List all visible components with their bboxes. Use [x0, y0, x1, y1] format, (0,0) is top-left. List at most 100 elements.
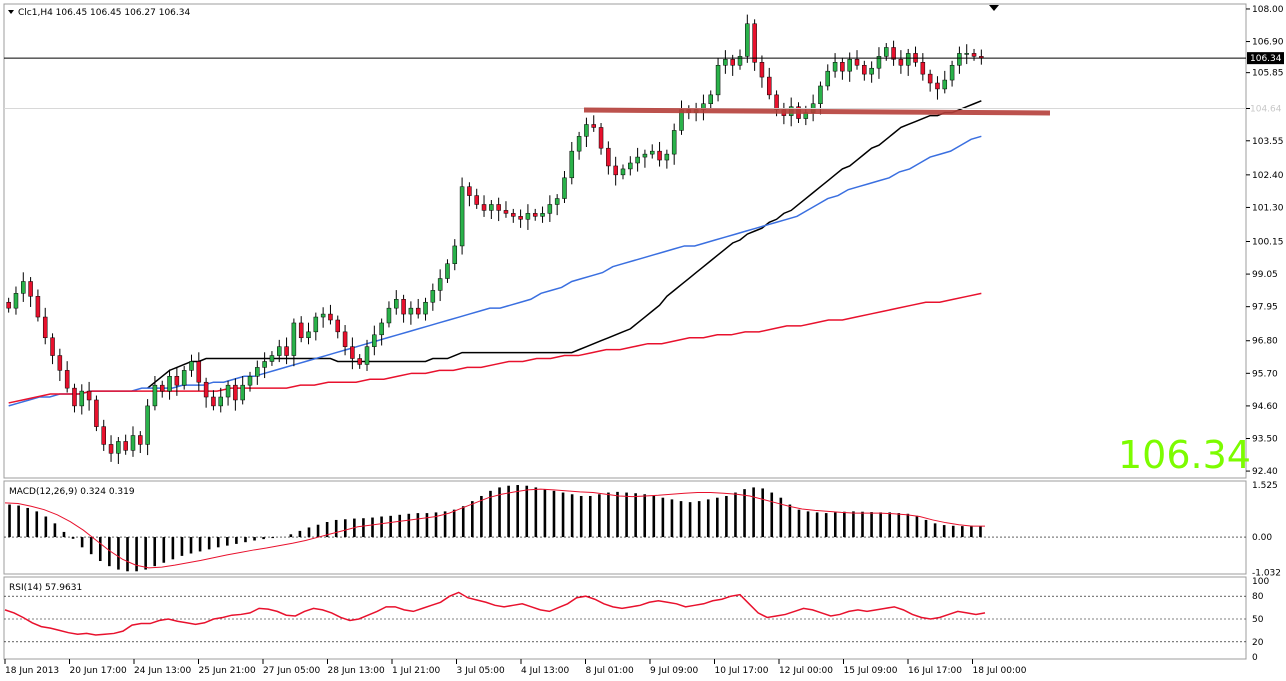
candle [898, 50, 904, 74]
macd-bar [861, 511, 864, 538]
macd-bar [906, 513, 910, 538]
candle [101, 419, 106, 451]
candle [942, 70, 948, 94]
macd-bar [489, 490, 492, 538]
macd-tick-label: 1.525 [1252, 481, 1278, 491]
candle [459, 177, 465, 255]
x-tick-label: 3 Jul 05:00 [457, 666, 506, 676]
candle [664, 149, 670, 169]
rsi-indicator: 100 80 50 20 0 [4, 577, 1269, 663]
candle [445, 259, 450, 283]
macd-bar [770, 492, 774, 538]
candle [964, 44, 969, 65]
macd-bar [552, 490, 556, 538]
candle [547, 195, 553, 222]
candle [525, 204, 531, 230]
candle [247, 371, 253, 392]
candle [540, 206, 545, 223]
candle [218, 387, 223, 413]
macd-bar [498, 487, 501, 538]
x-tick-label: 16 Jul 17:00 [908, 666, 962, 676]
candle [174, 367, 180, 396]
macd-bar [843, 511, 846, 538]
macd-bar [543, 489, 547, 538]
macd-bar [44, 516, 48, 538]
candle [891, 40, 896, 66]
shift-marker-icon[interactable] [989, 5, 999, 11]
y-tick-label: 106.90 [1252, 38, 1284, 48]
macd-bar [71, 537, 75, 539]
macd-bar [325, 521, 329, 538]
macd-bar [815, 512, 819, 538]
macd-bar [661, 497, 665, 538]
macd-bar [216, 537, 220, 548]
candle [613, 156, 618, 186]
candle [840, 57, 845, 80]
price-y-axis: 108.00 106.90 105.85 103.55 102.40 101.30 100.… [1246, 5, 1284, 477]
candle [598, 123, 604, 155]
macd-bar [561, 492, 565, 538]
macd-bar [162, 537, 166, 563]
candle [927, 69, 933, 92]
candle [511, 208, 516, 223]
candle [86, 381, 92, 411]
macd-bar [598, 494, 601, 538]
candle [532, 208, 538, 221]
macd-bar [389, 515, 392, 538]
candle [298, 316, 304, 343]
candle [108, 435, 114, 462]
x-tick-label: 12 Jul 00:00 [779, 666, 833, 676]
macd-bar [625, 492, 628, 538]
candle [211, 390, 216, 411]
candle [379, 318, 384, 346]
macd-bar [634, 493, 637, 538]
x-tick-label: 10 Jul 17:00 [715, 666, 769, 676]
macd-bar [761, 488, 764, 538]
macd-bar [461, 506, 465, 538]
candle [189, 354, 194, 377]
macd-bar [888, 512, 892, 538]
rsi-panel [3, 576, 1247, 660]
y-tick-label: 102.40 [1252, 171, 1284, 181]
macd-bar [244, 537, 247, 543]
symbol-dropdown-icon[interactable] [8, 10, 14, 14]
macd-bar [180, 537, 184, 556]
candle [905, 48, 911, 76]
candle [196, 352, 202, 391]
macd-bar [371, 517, 374, 538]
candle [138, 431, 143, 454]
macd-bar [670, 499, 674, 538]
candle [28, 277, 33, 307]
macd-tick-label: 0.00 [1252, 533, 1272, 543]
candle [415, 298, 421, 319]
candle [320, 307, 326, 328]
candle [481, 195, 487, 217]
macd-bar [942, 525, 946, 538]
macd-bar [298, 530, 302, 538]
x-tick-label: 1 Jul 21:00 [392, 666, 441, 676]
macd-bar [235, 537, 238, 544]
rsi-line [4, 591, 986, 636]
macd-bar [833, 512, 837, 538]
candle [79, 384, 85, 415]
candle [949, 60, 955, 87]
macd-bar [89, 537, 93, 555]
macd-bar [316, 524, 320, 538]
candle [372, 325, 377, 356]
candle [21, 272, 26, 302]
macd-bar [588, 495, 592, 538]
candle [474, 188, 479, 209]
x-tick-label: 25 Jun 21:00 [199, 666, 256, 676]
candle [423, 297, 428, 321]
current-price-tag [1247, 52, 1284, 65]
x-tick-label: 8 Jul 01:00 [586, 666, 635, 676]
candle [350, 337, 355, 370]
candle [854, 50, 860, 70]
big-price: 106.34 [1118, 433, 1251, 477]
y-tick-label: 94.60 [1252, 402, 1278, 412]
y-tick-label: 103.55 [1252, 137, 1284, 147]
candle [437, 269, 443, 302]
time-axis: 18 Jun 2013 20 Jun 17:00 24 Jun 13:00 25 Ju… [4, 659, 1027, 676]
x-tick-label: 24 Jun 13:00 [134, 666, 191, 676]
x-tick-label: 28 Jun 13:00 [328, 666, 385, 676]
